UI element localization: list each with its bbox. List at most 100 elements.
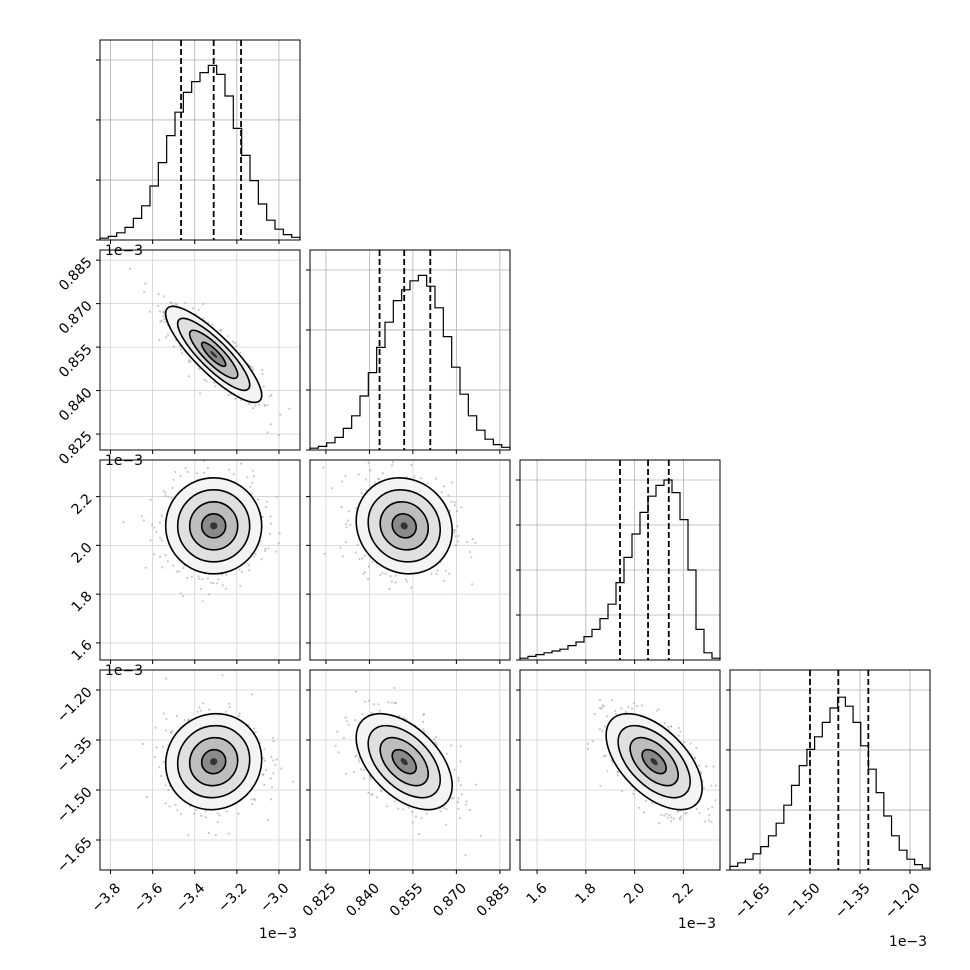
sample-point: [413, 475, 416, 478]
sample-point: [171, 486, 174, 489]
sample-point: [174, 803, 177, 806]
sample-point: [390, 580, 393, 583]
sample-point: [371, 561, 374, 564]
x-tick-label: −1.65: [732, 880, 774, 922]
sample-point: [162, 745, 165, 749]
sample-point: [145, 795, 148, 799]
sample-point: [471, 583, 474, 586]
sample-point: [277, 542, 280, 545]
sample-point: [238, 568, 241, 571]
sample-point: [191, 307, 195, 310]
sample-point: [421, 720, 424, 724]
sample-point: [240, 570, 243, 574]
sample-point: [321, 466, 325, 469]
sample-point: [450, 744, 453, 747]
sample-point: [670, 816, 673, 819]
sample-point: [251, 469, 254, 472]
sample-point: [253, 727, 256, 730]
sample-point: [420, 816, 423, 820]
sample-point: [700, 772, 703, 775]
sample-point: [679, 730, 682, 733]
x-tick-label: 0.855: [387, 880, 427, 920]
histogram-step: [729, 696, 931, 870]
sample-point: [213, 381, 216, 384]
contour-line: [188, 329, 239, 380]
x-tick-label: −1.35: [832, 880, 874, 922]
sample-point: [212, 582, 215, 585]
contour-line: [176, 317, 251, 392]
x-tick-label: 2.0: [621, 880, 648, 907]
sample-point: [228, 705, 231, 709]
sample-point: [756, 835, 758, 837]
sample-point: [630, 707, 634, 710]
sample-point: [699, 770, 702, 774]
sample-point: [337, 751, 340, 754]
sample-point: [616, 774, 619, 777]
axes-frame: [729, 669, 931, 871]
sample-point: [346, 519, 349, 522]
sample-point: [445, 808, 448, 811]
sample-point: [176, 809, 179, 812]
contour-line: [391, 748, 418, 775]
sample-point: [185, 576, 189, 580]
sample-point: [445, 752, 448, 755]
sample-point: [193, 812, 196, 816]
sample-point: [179, 592, 182, 595]
contour-line: [164, 712, 263, 811]
sample-point: [257, 498, 260, 501]
sample-point: [194, 808, 197, 812]
x-tick-label: −3.0: [257, 880, 292, 915]
contour-line: [641, 748, 667, 775]
sample-point: [199, 709, 202, 712]
sample-point: [158, 310, 162, 313]
sample-point: [334, 744, 337, 747]
sample-point: [267, 818, 270, 822]
sample-point: [624, 710, 628, 714]
x-tick-label: −3.2: [215, 880, 250, 915]
sample-point: [643, 811, 646, 814]
sample-point: [435, 572, 438, 575]
sample-point: [237, 715, 241, 718]
sample-point: [452, 797, 455, 800]
sample-point: [436, 569, 439, 572]
sample-point: [391, 464, 394, 467]
sample-point: [217, 578, 220, 581]
sample-point: [356, 543, 359, 547]
sample-point: [251, 368, 254, 371]
sample-point: [252, 797, 256, 801]
sample-point: [270, 786, 274, 789]
sample-point: [459, 745, 462, 748]
sample-point: [266, 431, 269, 434]
sample-point: [354, 690, 357, 693]
sample-point: [591, 740, 594, 743]
sample-point: [347, 723, 350, 726]
sample-point: [611, 699, 614, 702]
sample-point: [227, 393, 230, 397]
sample-point: [234, 397, 237, 401]
x-tick-label: 0.840: [343, 880, 383, 920]
sample-point: [175, 714, 179, 718]
sample-point: [246, 476, 249, 479]
sample-point: [206, 577, 209, 580]
sample-point: [228, 702, 231, 705]
sample-point: [702, 787, 705, 790]
sample-point: [144, 566, 147, 569]
sample-point: [198, 392, 201, 395]
sample-point: [456, 509, 459, 513]
sample-point: [205, 380, 208, 383]
sample-point: [390, 701, 393, 704]
sample-point: [221, 584, 224, 587]
sample-point: [345, 720, 348, 723]
sample-point: [712, 765, 715, 768]
sample-point: [363, 571, 366, 574]
sample-point: [211, 323, 214, 326]
sample-point: [388, 587, 391, 591]
scatter-panel-1-2: [309, 459, 511, 661]
sample-point: [187, 361, 190, 364]
sample-point: [632, 792, 635, 795]
sample-point: [599, 784, 602, 787]
sample-point: [677, 734, 680, 738]
sample-point: [378, 573, 382, 577]
sample-point: [270, 798, 273, 801]
sample-point: [261, 368, 264, 372]
